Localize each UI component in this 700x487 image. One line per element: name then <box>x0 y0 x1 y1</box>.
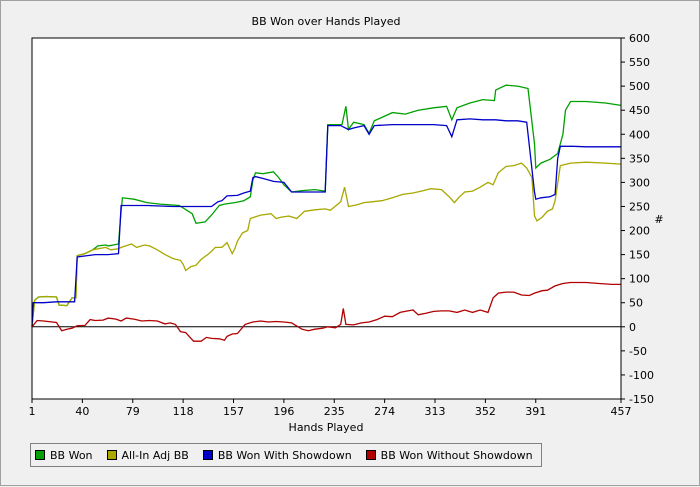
chart-title: BB Won over Hands Played <box>252 15 401 28</box>
y-tick-label: 550 <box>629 56 650 69</box>
series-line-1 <box>31 161 622 327</box>
legend-label: BB Won <box>50 448 93 462</box>
legend-swatch <box>202 450 213 460</box>
y-axis-label: # <box>654 213 663 226</box>
x-tick-label: 457 <box>611 405 632 418</box>
legend-label: BB Won With Showdown <box>217 448 352 462</box>
legend-item: BB Won With Showdown <box>202 448 352 462</box>
y-tick-label: 200 <box>629 225 650 238</box>
y-tick-label: 500 <box>629 80 650 93</box>
y-tick-label: 600 <box>629 32 650 45</box>
y-tick-label: 250 <box>629 200 650 213</box>
x-axis-label: Hands Played <box>289 421 364 434</box>
plot-area <box>32 38 621 399</box>
legend-label: All-In Adj BB <box>121 448 189 462</box>
legend-item: All-In Adj BB <box>106 448 189 462</box>
series-line-3 <box>31 281 621 342</box>
x-tick-label: 79 <box>126 405 140 418</box>
legend: BB Won All-In Adj BB BB Won With Showdown B… <box>30 443 542 467</box>
series-line-0 <box>31 84 622 327</box>
legend-label: BB Won Without Showdown <box>380 448 533 462</box>
y-tick-label: 300 <box>629 176 650 189</box>
x-tick-label: 391 <box>525 405 546 418</box>
legend-swatch <box>35 450 45 460</box>
legend-item: BB Won Without Showdown <box>365 448 533 462</box>
y-tick-label: 50 <box>629 297 643 310</box>
plot-border <box>31 37 622 400</box>
y-tick-label: 0 <box>629 321 636 334</box>
legend-item: BB Won <box>35 449 93 462</box>
y-tick-label: -50 <box>629 345 647 358</box>
x-tick-label: 196 <box>273 405 294 418</box>
x-tick-label: 313 <box>425 405 446 418</box>
x-tick-label: 40 <box>75 405 89 418</box>
series-line-2 <box>31 118 621 327</box>
x-tick-label: 235 <box>324 405 345 418</box>
x-tick-label: 118 <box>173 405 194 418</box>
y-tick-label: 450 <box>629 104 650 117</box>
x-tick-label: 352 <box>475 405 496 418</box>
y-tick-label: 150 <box>629 249 650 262</box>
x-tick-label: 1 <box>29 405 36 418</box>
y-tick-label: 350 <box>629 152 650 165</box>
x-tick-label: 274 <box>374 405 395 418</box>
y-tick-label: 100 <box>629 273 650 286</box>
legend-swatch <box>365 450 376 460</box>
y-tick-label: -150 <box>629 393 654 406</box>
y-tick-label: -100 <box>629 369 654 382</box>
legend-swatch <box>106 450 117 460</box>
y-tick-label: 400 <box>629 128 650 141</box>
x-tick-label: 157 <box>223 405 244 418</box>
